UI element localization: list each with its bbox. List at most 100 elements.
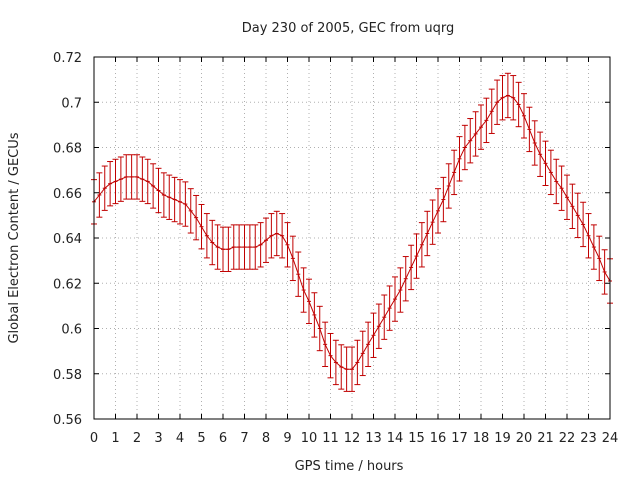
- error-bar-point: [230, 224, 237, 270]
- x-tick-label: 3: [154, 431, 162, 446]
- x-tick-label: 16: [430, 431, 447, 446]
- x-tick-label: 1: [111, 431, 119, 446]
- error-bar-point: [252, 224, 259, 270]
- x-tick-label: 8: [262, 431, 270, 446]
- y-tick-label: 0.68: [53, 142, 82, 157]
- error-bar-point: [225, 226, 232, 272]
- x-tick-label: 10: [301, 431, 318, 446]
- x-tick-label: 4: [176, 431, 184, 446]
- x-tick-label: 5: [197, 431, 205, 446]
- error-bar-point: [322, 321, 329, 368]
- error-bar-point: [553, 158, 560, 205]
- error-bar-point: [370, 312, 377, 358]
- error-bar-point: [429, 199, 436, 245]
- y-tick-label: 0.58: [53, 368, 82, 383]
- error-bar-point: [365, 321, 372, 368]
- x-tick-label: 9: [283, 431, 291, 446]
- error-bar-point: [472, 111, 479, 157]
- error-bar-point: [112, 158, 119, 205]
- error-bar-point: [96, 172, 103, 218]
- error-bar-point: [284, 222, 291, 268]
- error-bar-point: [246, 224, 253, 270]
- error-bar-point: [392, 276, 398, 322]
- error-bar-point: [537, 131, 544, 177]
- error-bar-point: [488, 88, 495, 134]
- error-bar-point: [279, 213, 286, 259]
- error-bar-point: [397, 267, 404, 313]
- y-tick-label: 0.7: [61, 96, 82, 111]
- error-bar-point: [306, 278, 312, 325]
- y-tick-labels: 0.56 0.58 0.6 0.62 0.64 0.66 0.68 0.7 0.72: [53, 51, 82, 428]
- error-bar-point: [574, 192, 581, 239]
- x-tick-label: 15: [408, 431, 425, 446]
- error-bar-point: [381, 294, 388, 340]
- error-bar-point: [547, 149, 554, 196]
- error-bar-point: [268, 213, 275, 259]
- error-bar-point: [187, 188, 194, 234]
- x-tick-labels: 0 1 2 3 4 5 6 7 8 9 10 11 12 13 14 15 16 17 18 19 20 21 22 23 24: [90, 431, 618, 446]
- error-bar-point: [150, 163, 157, 209]
- error-bar-point: [316, 305, 323, 352]
- error-bar-point: [107, 161, 114, 207]
- error-bar-point: [590, 224, 597, 270]
- error-bar-point: [300, 267, 307, 313]
- error-bar-point: [144, 158, 151, 205]
- error-bar-point: [327, 332, 334, 379]
- error-bar-point: [354, 339, 361, 386]
- x-tick-label: 11: [322, 431, 339, 446]
- error-bar-point: [478, 104, 484, 150]
- x-tick-label: 2: [133, 431, 141, 446]
- error-bar-point: [558, 165, 565, 211]
- x-tick-label: 0: [90, 431, 98, 446]
- x-axis-label: GPS time / hours: [295, 459, 404, 474]
- error-bar-point: [569, 183, 576, 229]
- x-tick-label: 6: [219, 431, 227, 446]
- error-bar-point: [289, 235, 296, 282]
- error-bar-point: [542, 140, 549, 187]
- error-bar-point: [467, 118, 474, 164]
- error-bar-point: [214, 224, 221, 270]
- error-bar-point: [177, 179, 183, 225]
- error-bar-point: [171, 176, 178, 223]
- error-bar-point: [263, 217, 269, 263]
- error-bar-point: [155, 167, 162, 214]
- error-bar-point: [483, 97, 490, 144]
- error-bar-point: [451, 149, 458, 196]
- x-tick-label: 21: [537, 431, 554, 446]
- error-bar-point: [402, 256, 409, 302]
- y-axis-label: Global Electron Content / GECUs: [7, 132, 22, 343]
- error-bar-point: [580, 201, 587, 248]
- x-tick-label: 19: [494, 431, 511, 446]
- error-bar-point: [526, 106, 533, 153]
- error-bar-point: [241, 224, 248, 270]
- error-bar-point: [386, 285, 393, 331]
- error-bar-point: [311, 292, 318, 338]
- x-tick-label: 20: [516, 431, 533, 446]
- y-tick-label: 0.72: [53, 51, 82, 66]
- error-bar-point: [424, 210, 431, 257]
- error-bar-point: [440, 176, 447, 223]
- error-bar-point: [499, 75, 506, 121]
- error-bar-point: [101, 165, 108, 211]
- error-bar-point: [359, 330, 366, 377]
- x-tick-label: 18: [473, 431, 490, 446]
- error-bar-point: [596, 235, 603, 282]
- error-bar-point: [585, 213, 592, 259]
- error-bar-point: [220, 226, 226, 272]
- error-bar-point: [564, 174, 570, 220]
- error-bar-point: [166, 174, 173, 220]
- error-bar-point: [295, 251, 302, 297]
- error-bar-point: [418, 222, 425, 268]
- error-bar-point: [456, 136, 463, 182]
- error-bar-point: [510, 75, 517, 121]
- error-bar-point: [123, 154, 130, 200]
- x-tick-label: 7: [240, 431, 248, 446]
- error-bar-point: [521, 93, 527, 139]
- error-bar-point: [236, 224, 243, 270]
- error-bar-point: [198, 204, 205, 250]
- error-bar-point: [531, 120, 538, 166]
- error-bar-point: [209, 219, 216, 266]
- error-bar-point: [435, 188, 441, 234]
- y-tick-label: 0.66: [53, 187, 82, 202]
